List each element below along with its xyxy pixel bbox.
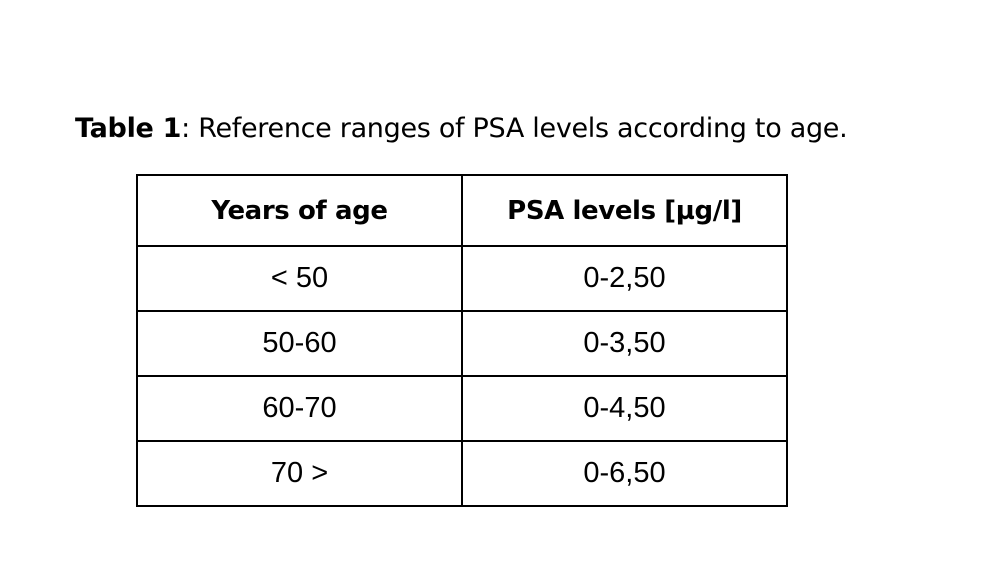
caption-text: : Reference ranges of PSA levels accordi… xyxy=(181,113,848,144)
table-row: 70 > 0-6,50 xyxy=(136,440,788,507)
age-cell: < 50 xyxy=(136,245,463,312)
age-cell: 50-60 xyxy=(136,310,463,377)
table-header-row: Years of age PSA levels [µg/l] xyxy=(136,174,788,247)
psa-cell: 0-6,50 xyxy=(461,440,788,507)
age-cell: 60-70 xyxy=(136,375,463,442)
table-row: 60-70 0-4,50 xyxy=(136,375,788,442)
psa-table-container: Years of age PSA levels [µg/l] < 50 0-2,… xyxy=(136,174,788,507)
psa-reference-table: Years of age PSA levels [µg/l] < 50 0-2,… xyxy=(136,174,788,507)
caption-label: Table 1 xyxy=(75,113,182,144)
table-row: < 50 0-2,50 xyxy=(136,245,788,312)
psa-cell: 0-4,50 xyxy=(461,375,788,442)
header-years-of-age: Years of age xyxy=(136,174,463,247)
age-cell: 70 > xyxy=(136,440,463,507)
psa-cell: 0-2,50 xyxy=(461,245,788,312)
header-psa-levels: PSA levels [µg/l] xyxy=(461,174,788,247)
table-caption: Table 1: Reference ranges of PSA levels … xyxy=(75,110,848,148)
psa-cell: 0-3,50 xyxy=(461,310,788,377)
table-row: 50-60 0-3,50 xyxy=(136,310,788,377)
